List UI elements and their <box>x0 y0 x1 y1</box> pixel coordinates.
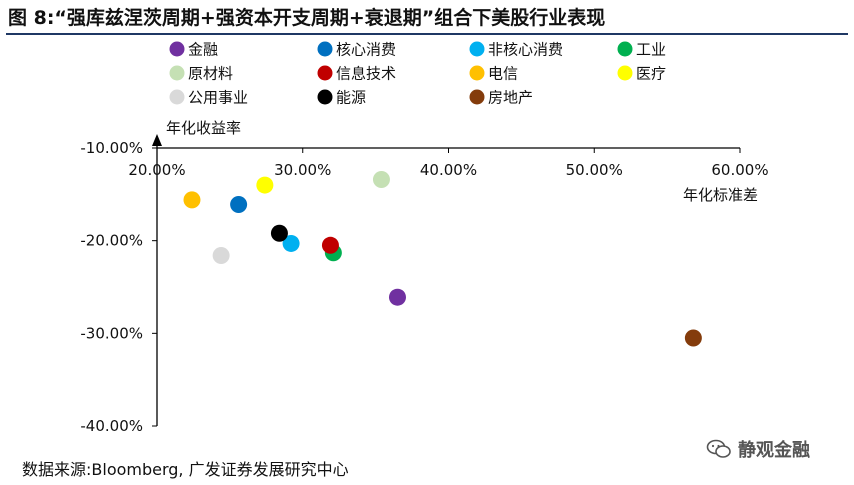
data-point <box>372 171 390 189</box>
legend-marker <box>169 89 185 105</box>
chart-points <box>183 171 702 347</box>
legend-label: 信息技术 <box>336 65 396 83</box>
y-tick-label: -30.00% <box>80 324 143 342</box>
legend-marker <box>169 65 185 81</box>
legend-marker <box>617 41 633 57</box>
x-tick-label: 60.00% <box>711 161 768 179</box>
legend-item: 电信 <box>469 65 518 83</box>
legend-marker <box>317 41 333 57</box>
legend-item: 能源 <box>317 89 366 107</box>
legend-label: 原材料 <box>188 65 233 83</box>
data-point <box>321 236 339 254</box>
legend-item: 非核心消费 <box>469 41 563 59</box>
wechat-icon <box>706 439 731 458</box>
chart-ticks: 20.00% 30.00% 40.00% 50.00% 60.00% -10.00% -20… <box>80 139 768 435</box>
legend-marker <box>169 41 185 57</box>
x-tick-label: 30.00% <box>274 161 331 179</box>
legend-marker <box>469 41 485 57</box>
legend-label: 电信 <box>488 65 518 83</box>
legend-item: 公用事业 <box>169 89 248 107</box>
legend-label: 工业 <box>636 41 666 59</box>
legend-marker <box>617 65 633 81</box>
legend-label: 医疗 <box>636 65 666 83</box>
legend-item: 工业 <box>617 41 666 59</box>
data-point <box>256 176 274 194</box>
title-divider <box>6 33 848 35</box>
y-tick-label: -20.00% <box>80 232 143 250</box>
legend-item: 核心消费 <box>317 41 396 59</box>
x-tick-label: 50.00% <box>566 161 623 179</box>
data-point <box>684 329 702 347</box>
legend-label: 能源 <box>336 89 366 107</box>
legend-item: 原材料 <box>169 65 233 83</box>
legend-marker <box>317 89 333 105</box>
legend-item: 金融 <box>169 41 218 59</box>
data-point <box>270 224 288 242</box>
figure-title: 图 8:“强库兹涅茨周期+强资本开支周期+衰退期”组合下美股行业表现 <box>8 7 606 29</box>
y-axis-label: 年化收益率 <box>166 119 241 137</box>
legend-label: 非核心消费 <box>488 41 563 59</box>
data-point <box>183 191 201 209</box>
watermark-text: 静观金融 <box>738 440 810 461</box>
legend-marker <box>469 89 485 105</box>
legend-marker <box>317 65 333 81</box>
x-tick-label: 20.00% <box>128 161 185 179</box>
y-tick-label: -40.00% <box>80 417 143 435</box>
legend-item: 房地产 <box>469 89 533 107</box>
source-note: 数据来源:Bloomberg, 广发证券发展研究中心 <box>22 460 349 479</box>
legend-marker <box>469 65 485 81</box>
legend-item: 信息技术 <box>317 65 396 83</box>
data-point <box>230 196 248 214</box>
legend-label: 房地产 <box>488 89 533 107</box>
watermark: 静观金融 <box>706 436 810 462</box>
x-tick-label: 40.00% <box>420 161 477 179</box>
legend-label: 金融 <box>188 41 218 59</box>
y-tick-label: -10.00% <box>80 139 143 157</box>
data-point <box>388 288 406 306</box>
legend-label: 公用事业 <box>188 89 248 107</box>
y-axis-arrow <box>152 134 162 146</box>
legend-item: 医疗 <box>617 65 666 83</box>
data-point <box>282 234 300 252</box>
data-point <box>212 246 230 264</box>
x-axis-label: 年化标准差 <box>683 186 758 204</box>
legend-label: 核心消费 <box>336 41 396 59</box>
